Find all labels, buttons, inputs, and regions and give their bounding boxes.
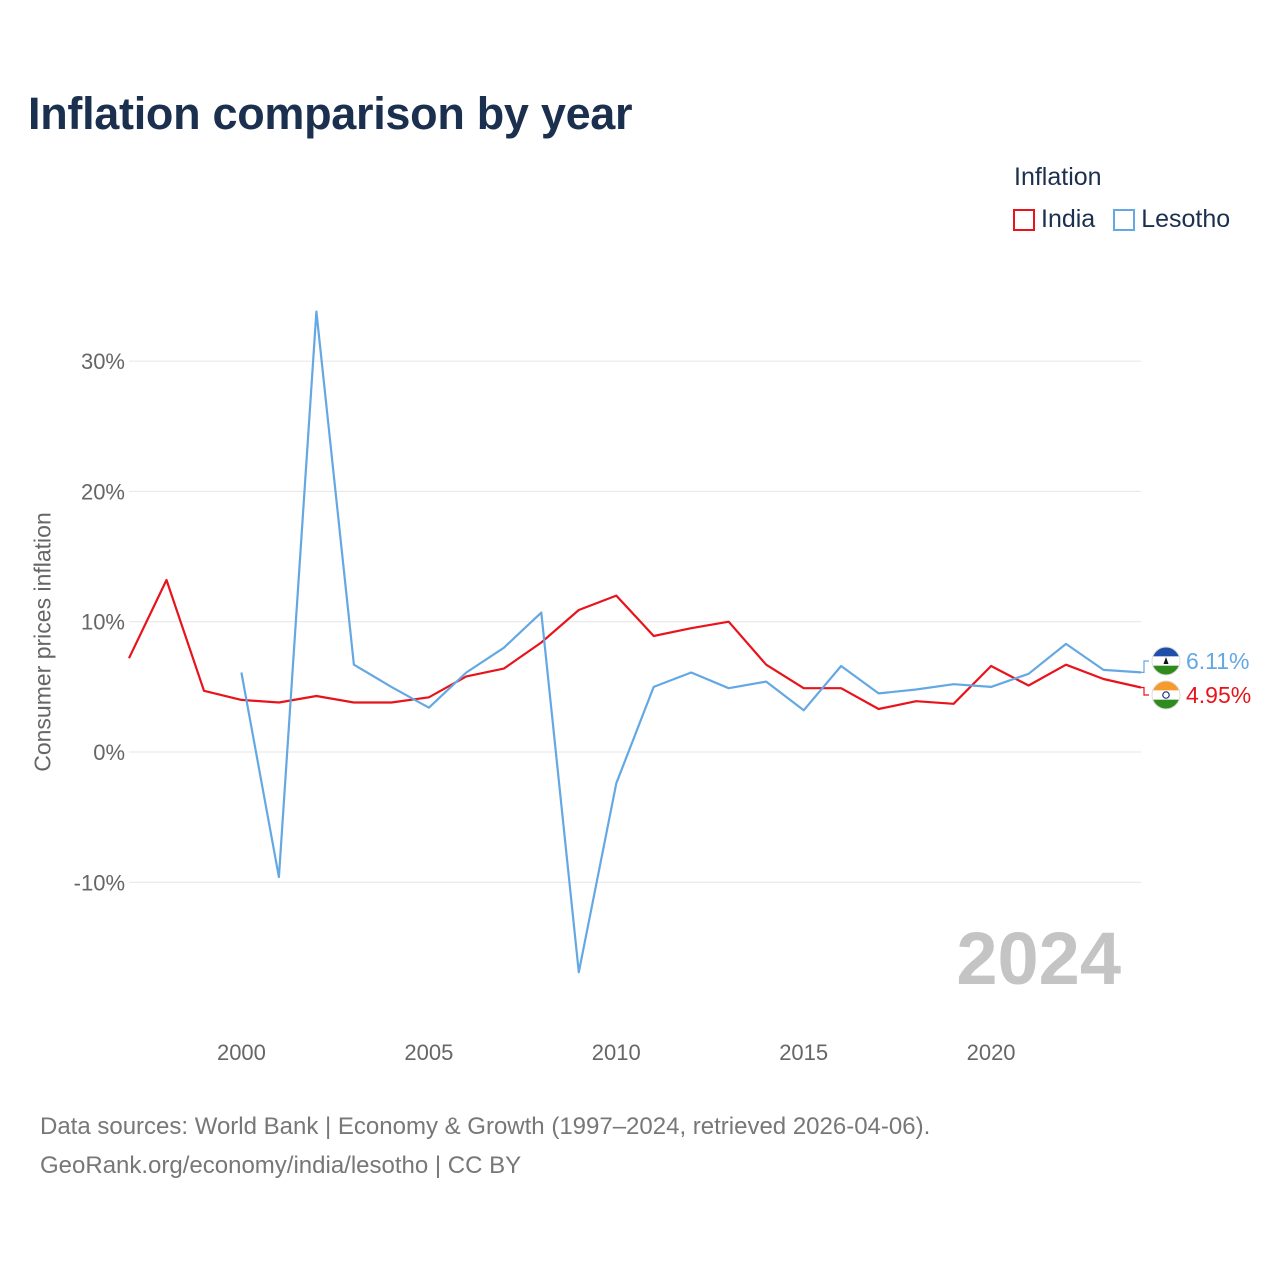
end-label-connector: [1141, 660, 1149, 673]
footer-source: Data sources: World Bank | Economy & Gro…: [40, 1113, 931, 1140]
x-tick-label: 2010: [592, 1040, 641, 1065]
grid-lines: [129, 360, 1141, 883]
x-tick-label: 2005: [404, 1040, 453, 1065]
legend-label-india: India: [1041, 205, 1096, 233]
legend-swatch-lesotho: [1113, 208, 1136, 231]
legend-item-india[interactable]: India: [1013, 205, 1095, 234]
y-tick-label: 30%: [81, 349, 125, 374]
end-labels: 4.95% 6.11%: [1141, 646, 1251, 710]
series-lines: [128, 310, 1142, 974]
y-tick-label: -10%: [74, 870, 125, 895]
legend-item-lesotho[interactable]: Lesotho: [1113, 205, 1230, 234]
series-line-lesotho: [240, 310, 1142, 974]
flag-lesotho-icon: [1151, 646, 1181, 676]
y-tick-label: 10%: [81, 610, 125, 635]
footer-link[interactable]: GeoRank.org/economy/india/lesotho | CC B…: [40, 1152, 522, 1179]
legend-swatch-india: [1013, 208, 1035, 231]
y-tick-label: 0%: [93, 740, 125, 765]
series-line-india: [128, 578, 1142, 711]
legend-title: Inflation: [1014, 163, 1102, 191]
end-label-connector: [1141, 686, 1149, 696]
end-label-lesotho: 6.11%: [1186, 648, 1250, 674]
y-tick-label: 20%: [81, 479, 125, 504]
flag-india-icon: [1151, 680, 1181, 710]
x-tick-labels: 2000 2005 2010 2015 2020: [217, 1040, 1016, 1065]
footer: Data sources: World Bank | Economy & Gro…: [40, 1107, 930, 1185]
y-tick-labels: -10% 0% 10% 20% 30%: [74, 349, 125, 895]
legend-label-lesotho: Lesotho: [1141, 205, 1231, 233]
x-tick-label: 2020: [967, 1040, 1016, 1065]
end-label-india: 4.95%: [1186, 682, 1251, 708]
legend: India Lesotho: [1013, 205, 1230, 234]
x-tick-label: 2000: [217, 1040, 266, 1065]
chart-title: Inflation comparison by year: [28, 88, 633, 139]
year-watermark: 2024: [956, 917, 1121, 1000]
x-tick-label: 2015: [779, 1040, 828, 1065]
